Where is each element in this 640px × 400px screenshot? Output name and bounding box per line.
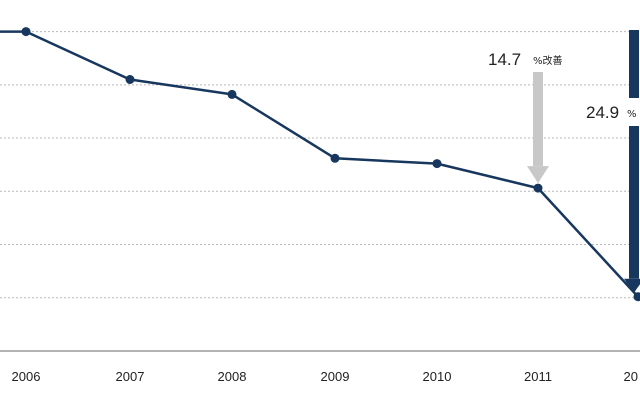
- data-points: [21, 27, 640, 302]
- annotation-value-14: 14.7: [488, 50, 521, 69]
- navy-arrow-shaft: [629, 30, 639, 279]
- x-tick-labels: 2006 2007 2008 2009 2010 2011 20: [12, 369, 638, 384]
- data-point-2010: [432, 159, 442, 169]
- annotation-improvement-24: 24.9 %: [582, 98, 640, 126]
- data-point-2011: [533, 183, 543, 193]
- series-line: [0, 30, 639, 298]
- x-tick-label: 20: [624, 369, 638, 384]
- data-point-2008: [227, 89, 237, 99]
- annotation-arrows: [527, 30, 640, 293]
- x-tick-label: 2006: [12, 369, 41, 384]
- x-tick-label: 2010: [423, 369, 452, 384]
- data-point-20: [633, 292, 640, 302]
- x-tick-label: 2007: [116, 369, 145, 384]
- annotation-unit-24: %: [627, 109, 637, 120]
- x-tick-label: 2008: [218, 369, 247, 384]
- navy-arrow-head: [624, 278, 640, 293]
- annotation-value-24: 24.9: [586, 103, 619, 122]
- gray-arrow-shaft: [533, 70, 543, 167]
- data-point-2007: [125, 75, 135, 84]
- data-point-2006: [21, 27, 31, 37]
- annotation-improvement-14: 14.7 %改善: [484, 44, 580, 72]
- x-tick-label: 2009: [321, 369, 350, 384]
- annotation-unit-14: %改善: [533, 54, 563, 67]
- gray-arrow-head: [527, 166, 549, 184]
- data-point-2009: [330, 153, 340, 163]
- x-tick-label: 2011: [524, 369, 552, 384]
